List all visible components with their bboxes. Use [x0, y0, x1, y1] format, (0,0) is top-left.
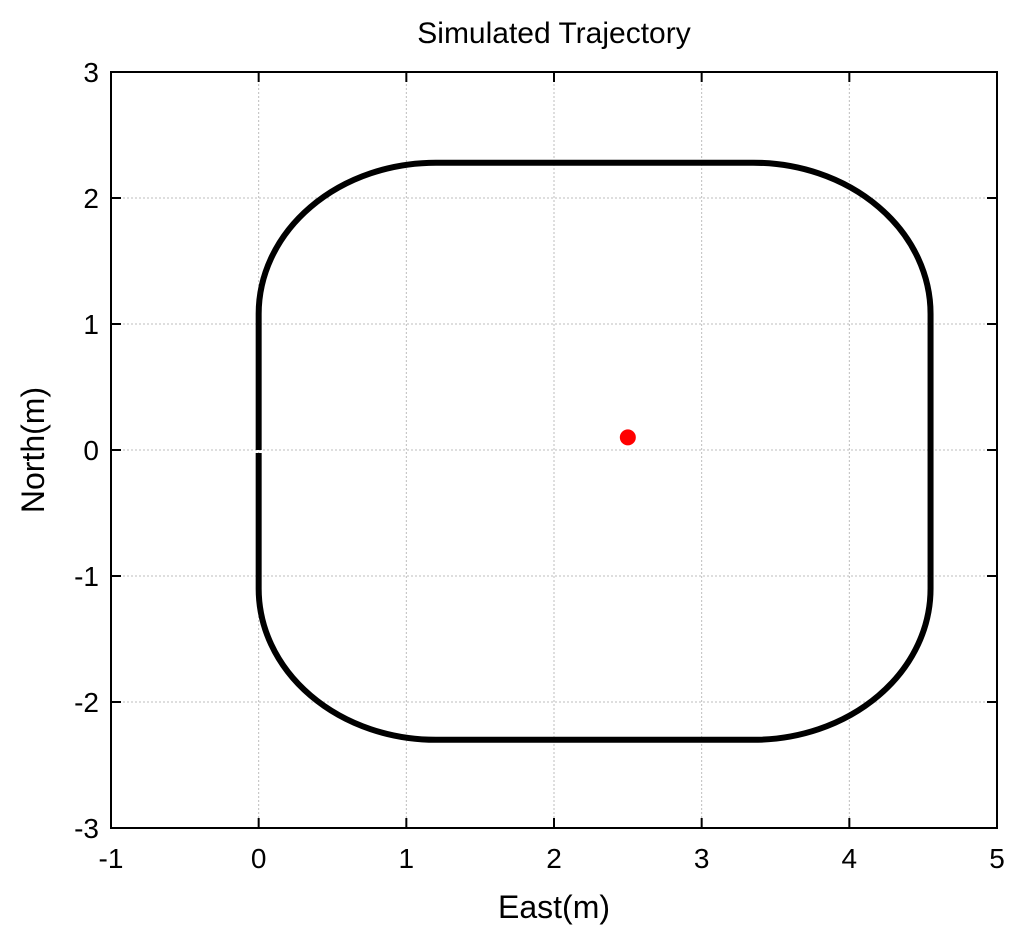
x-tick-label: 2	[546, 843, 562, 874]
ticks: -1 0 1 2 3 4 5 -3 -2 -1 0 1 2 3	[74, 57, 1005, 874]
grid	[111, 72, 997, 828]
y-tick-label: -3	[74, 813, 99, 844]
x-tick-label: 1	[399, 843, 415, 874]
x-tick-label: 0	[251, 843, 267, 874]
x-tick-label: 3	[694, 843, 710, 874]
x-tick-label: 5	[989, 843, 1005, 874]
x-tick-label: 4	[842, 843, 858, 874]
x-axis-label: East(m)	[498, 889, 610, 925]
x-tick-label: -1	[99, 843, 124, 874]
series-layer	[255, 159, 934, 743]
trajectory-line	[255, 159, 934, 743]
y-tick-label: -1	[74, 561, 99, 592]
position-marker	[619, 429, 636, 446]
y-axis-label: North(m)	[15, 387, 51, 513]
y-tick-label: 1	[83, 309, 99, 340]
y-tick-label: -2	[74, 687, 99, 718]
chart-title: Simulated Trajectory	[417, 17, 690, 50]
points-layer	[619, 429, 636, 446]
y-tick-label: 2	[83, 183, 99, 214]
y-tick-label: 0	[83, 435, 99, 466]
y-tick-label: 3	[83, 57, 99, 88]
